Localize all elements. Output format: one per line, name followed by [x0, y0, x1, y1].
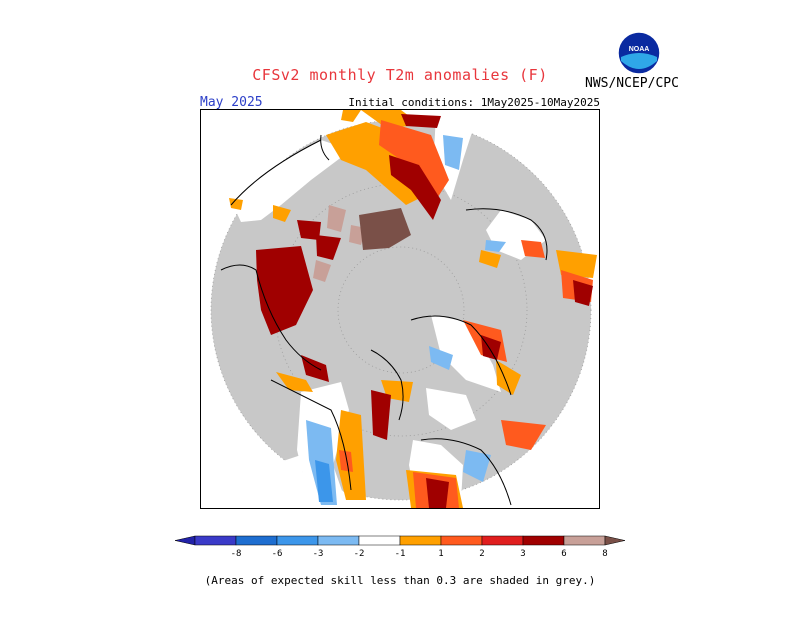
legend-swatch	[399, 535, 442, 546]
legend-swatch	[522, 535, 565, 546]
legend-tick-label: 8	[602, 549, 607, 559]
legend-tick-label: -1	[395, 549, 406, 559]
legend-tick-label: 6	[561, 549, 566, 559]
noaa-logo-icon: NOAA	[617, 31, 661, 75]
legend-swatch	[194, 535, 237, 546]
legend-swatch	[481, 535, 524, 546]
legend-swatch	[276, 535, 319, 546]
legend-tick-label: 2	[479, 549, 484, 559]
forecast-month: May 2025	[200, 95, 263, 110]
above-normal-over-8	[359, 208, 411, 250]
legend-tick-label: 3	[520, 549, 525, 559]
strong-below-normal	[315, 460, 333, 502]
logo-text: NOAA	[629, 46, 650, 53]
above-normal-3-6	[256, 114, 593, 508]
legend-swatch	[317, 535, 360, 546]
color-legend: -8 -6 -3 -2 -1 1 2 3 6 8	[174, 532, 626, 562]
legend-swatch	[440, 535, 483, 546]
graticule	[210, 119, 592, 501]
legend-tick-label: -6	[272, 549, 283, 559]
anomaly-map	[200, 109, 600, 509]
legend-tick-label: 1	[438, 549, 443, 559]
legend-swatch	[235, 535, 278, 546]
legend-tick-label: -3	[313, 549, 324, 559]
legend-tick-label: -8	[231, 549, 242, 559]
coastlines	[220, 134, 548, 506]
skill-footnote: (Areas of expected skill less than 0.3 a…	[204, 574, 596, 587]
initial-conditions: Initial conditions: 1May2025-10May2025	[348, 96, 600, 109]
legend-arrow-high	[604, 535, 626, 546]
legend-swatch	[358, 535, 401, 546]
legend-arrow-low	[174, 535, 196, 546]
legend-tick-label: -2	[354, 549, 365, 559]
page-title: CFSv2 monthly T2m anomalies (F)	[252, 66, 548, 84]
legend-swatch	[563, 535, 606, 546]
agency-label: NWS/NCEP/CPC	[585, 76, 679, 91]
